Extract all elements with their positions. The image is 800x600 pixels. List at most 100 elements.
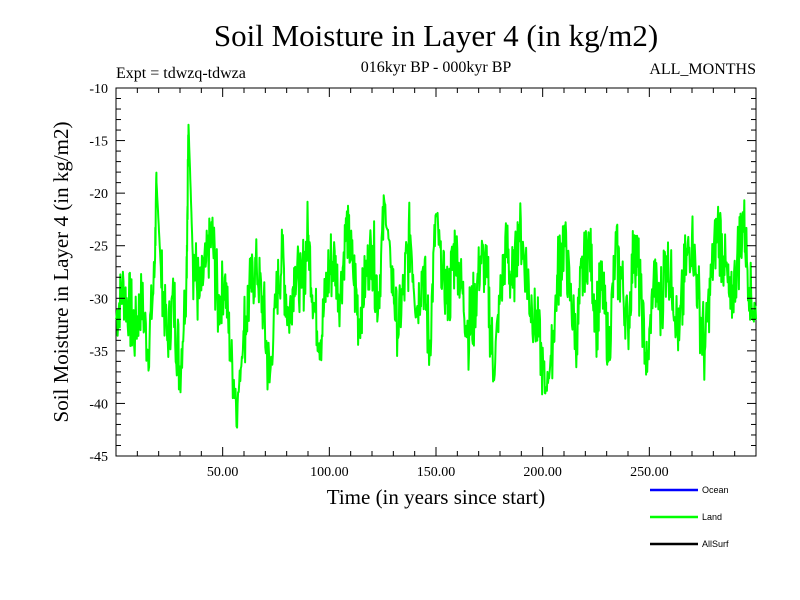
data-point bbox=[653, 276, 655, 278]
data-point bbox=[749, 287, 751, 289]
series-line-land bbox=[115, 123, 757, 429]
data-point bbox=[269, 381, 271, 383]
data-point bbox=[563, 234, 565, 236]
data-point bbox=[281, 255, 283, 257]
data-point bbox=[166, 339, 168, 341]
data-point bbox=[377, 297, 379, 299]
data-point bbox=[717, 224, 719, 226]
data-point bbox=[505, 245, 507, 247]
data-point bbox=[729, 308, 732, 310]
months-label: ALL_MONTHS bbox=[649, 61, 756, 78]
x-tick-label: 150.00 bbox=[417, 465, 456, 480]
data-point bbox=[525, 266, 527, 268]
y-tick-label: -10 bbox=[89, 82, 108, 97]
data-point bbox=[441, 276, 443, 278]
data-point bbox=[582, 266, 584, 268]
data-point bbox=[397, 329, 399, 331]
data-point bbox=[704, 350, 706, 352]
legend: Ocean Land AllSurf bbox=[650, 485, 729, 549]
data-point bbox=[633, 234, 636, 236]
data-point bbox=[665, 255, 668, 257]
data-point bbox=[659, 308, 661, 310]
data-point bbox=[429, 350, 431, 352]
y-tick-label: -35 bbox=[89, 345, 108, 360]
y-axis: -10 -15 -20 -25 -30 -35 -40 -45 bbox=[89, 82, 756, 465]
data-point bbox=[155, 182, 158, 184]
x-tick-label: 250.00 bbox=[630, 465, 669, 480]
data-point bbox=[557, 276, 559, 278]
data-point bbox=[512, 287, 514, 289]
series-layer bbox=[115, 123, 757, 429]
data-point bbox=[531, 308, 533, 310]
experiment-label: Expt = tdwzq-tdwza bbox=[116, 65, 246, 82]
data-point bbox=[550, 360, 552, 362]
data-point bbox=[608, 350, 610, 352]
data-point bbox=[121, 287, 123, 289]
x-tick-label: 200.00 bbox=[523, 465, 562, 480]
data-point bbox=[646, 371, 648, 373]
data-point bbox=[614, 255, 616, 257]
data-point bbox=[160, 266, 162, 268]
data-point bbox=[672, 287, 674, 289]
data-point bbox=[339, 297, 341, 299]
data-point bbox=[595, 318, 597, 320]
data-point bbox=[275, 297, 277, 299]
data-point bbox=[211, 234, 213, 236]
data-point bbox=[249, 287, 251, 289]
plot-frame bbox=[115, 87, 757, 457]
data-point bbox=[313, 308, 315, 310]
x-tick-label: 100.00 bbox=[310, 465, 349, 480]
data-point bbox=[205, 266, 207, 268]
data-point bbox=[736, 266, 738, 268]
y-tick-label: -45 bbox=[89, 450, 108, 465]
time-range-label: 016kyr BP - 000kyr BP bbox=[361, 59, 512, 76]
x-axis: 50.00 100.00 150.00 200.00 250.00 bbox=[136, 88, 736, 480]
data-point bbox=[461, 287, 463, 289]
data-point bbox=[422, 266, 424, 268]
data-point bbox=[390, 266, 392, 268]
data-point bbox=[493, 371, 495, 373]
data-point bbox=[697, 297, 700, 299]
x-tick-label: 50.00 bbox=[207, 465, 239, 480]
data-point bbox=[301, 287, 303, 289]
data-point bbox=[230, 360, 232, 362]
y-tick-label: -25 bbox=[89, 240, 108, 255]
data-point bbox=[544, 392, 546, 394]
data-point bbox=[352, 266, 354, 268]
legend-label-allsurf: AllSurf bbox=[702, 539, 729, 549]
data-point bbox=[192, 255, 194, 257]
data-point bbox=[473, 308, 475, 310]
data-point bbox=[691, 234, 693, 236]
data-point bbox=[217, 308, 219, 310]
data-point bbox=[371, 245, 373, 247]
data-point bbox=[128, 308, 130, 310]
data-point bbox=[685, 266, 687, 268]
y-tick-label: -15 bbox=[89, 135, 108, 150]
data-point bbox=[256, 266, 258, 268]
data-point bbox=[365, 276, 367, 278]
data-point bbox=[569, 297, 572, 299]
y-axis-label: Soil Moisture in Layer 4 (in kg/m2) bbox=[49, 122, 73, 423]
data-point bbox=[640, 297, 642, 299]
data-point bbox=[537, 329, 540, 331]
data-point bbox=[243, 329, 245, 331]
data-point bbox=[710, 276, 712, 278]
data-point bbox=[134, 329, 136, 331]
data-point bbox=[486, 276, 488, 278]
data-point bbox=[448, 297, 450, 299]
data-point bbox=[601, 287, 604, 289]
data-point bbox=[141, 297, 143, 299]
data-point bbox=[179, 371, 181, 373]
data-point bbox=[333, 255, 335, 257]
data-point bbox=[345, 224, 347, 226]
data-point bbox=[576, 339, 578, 341]
chart-title: Soil Moisture in Layer 4 (in kg/m2) bbox=[214, 18, 658, 53]
data-point bbox=[678, 339, 680, 341]
data-point bbox=[153, 276, 155, 278]
plot-area bbox=[115, 87, 757, 457]
data-point bbox=[307, 234, 309, 236]
data-point bbox=[416, 308, 418, 310]
data-point bbox=[147, 350, 149, 352]
data-point bbox=[742, 213, 744, 215]
